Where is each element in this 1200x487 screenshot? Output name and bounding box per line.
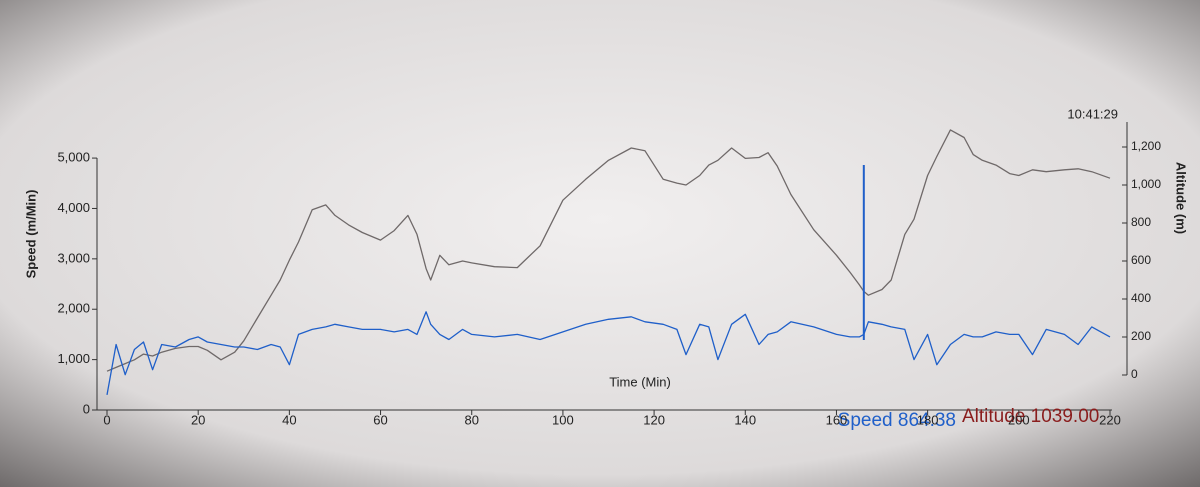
y2-tick-label: 1,000 — [1131, 177, 1161, 191]
x-tick-label: 60 — [373, 412, 387, 427]
x-tick-label: 220 — [1099, 412, 1121, 427]
y-tick-label: 0 — [83, 401, 90, 416]
speed-readout: Speed 864.38 — [838, 410, 956, 431]
x-tick-label: 140 — [734, 412, 756, 427]
x-tick-label: 80 — [464, 412, 478, 427]
y-axis-title: Speed (m/Min) — [23, 190, 38, 279]
x-tick-label: 160 — [826, 412, 848, 427]
y2-tick-label: 0 — [1131, 367, 1138, 381]
x-tick-label: 100 — [552, 412, 574, 427]
y-tick-label: 5,000 — [57, 150, 90, 165]
y-tick-label: 2,000 — [57, 301, 90, 316]
y2-axis-title: Altitude (m) — [1174, 162, 1189, 234]
x-tick-label: 200 — [1008, 412, 1030, 427]
series-line — [106, 129, 1111, 372]
y-tick-label: 4,000 — [57, 200, 90, 215]
y2-tick-label: 1,200 — [1131, 139, 1161, 153]
x-tick-label: 40 — [282, 412, 296, 427]
altitude-readout: Altitude 1039.00 — [962, 406, 1099, 427]
x-axis-title: Time (Min) — [609, 374, 671, 389]
y2-tick-label: 400 — [1131, 291, 1151, 305]
x-tick-label: 120 — [643, 412, 665, 427]
x-tick-label: 180 — [917, 412, 939, 427]
y-tick-label: 1,000 — [57, 351, 90, 366]
y2-tick-label: 600 — [1131, 253, 1151, 267]
y2-tick-label: 800 — [1131, 215, 1151, 229]
x-tick-label: 20 — [191, 412, 205, 427]
clock: 10:41:29 — [1067, 106, 1118, 121]
series-line — [106, 311, 1111, 396]
y-tick-label: 3,000 — [57, 250, 90, 265]
y2-tick-label: 200 — [1131, 329, 1151, 343]
x-tick-label: 0 — [103, 412, 110, 427]
